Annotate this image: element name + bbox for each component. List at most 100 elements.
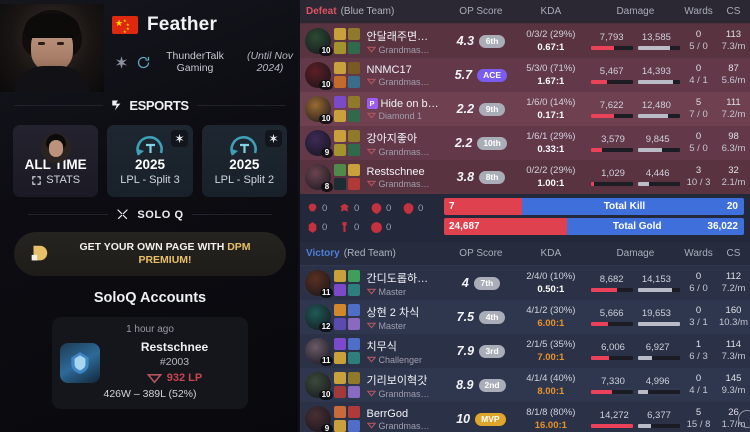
spell-rune-icon[interactable]: [347, 283, 360, 296]
spell-rune-icon[interactable]: [334, 419, 346, 432]
table-row[interactable]: 11 치무식 Challenger 7.9 3rd 2/1/5 (35%) 7.…: [300, 334, 750, 368]
player-cell[interactable]: 9 강아지좋아 Grandmas…: [300, 130, 451, 158]
spell-rune-icon[interactable]: [347, 385, 360, 398]
spell-rune-icon[interactable]: [334, 41, 346, 54]
rotate-icon[interactable]: [136, 55, 151, 70]
kda-cell: 4/1/2 (30%) 6.00:1: [511, 304, 591, 330]
spell-rune-icon[interactable]: [334, 62, 346, 75]
player-cell[interactable]: 11 치무식 Challenger: [300, 338, 451, 366]
wards-control: 1: [695, 339, 702, 350]
player-cell[interactable]: 11 간디도롭하… Master: [300, 270, 451, 298]
player-cell[interactable]: 10 기리보이혁갓 Grandmas…: [300, 372, 451, 400]
player-name[interactable]: 강아지좋아: [366, 132, 418, 145]
tab-2025-lpl-split-2[interactable]: 2025 LPL - Split 2: [201, 125, 287, 197]
table-row[interactable]: 10 기리보이혁갓 Grandmas… 8.9 2nd 4/1/4 (40%) …: [300, 368, 750, 402]
spell-rune-icon[interactable]: [334, 283, 346, 296]
esports-logo-icon: [112, 100, 121, 111]
damage-dealt: 8,682: [599, 274, 624, 285]
spell-rune-icon[interactable]: [347, 41, 360, 54]
spell-rune-icon[interactable]: [347, 338, 360, 351]
table-row[interactable]: 11 간디도롭하… Master 4 7th 2/4/0 (10%) 0.50:…: [300, 266, 750, 300]
spell-rune-icon[interactable]: [334, 143, 346, 156]
champion-portrait[interactable]: 12: [305, 304, 333, 332]
player-cell[interactable]: 10 안달래주면… Grandmas…: [300, 28, 451, 56]
player-name[interactable]: NNMC17: [366, 63, 412, 76]
wards-cell: 0 3 / 1: [680, 305, 717, 329]
player-cell[interactable]: 12 상현 2 차식 Master: [300, 304, 451, 332]
champion-portrait[interactable]: 9: [305, 130, 333, 158]
table-row[interactable]: 9 강아지좋아 Grandmas… 2.2 10th 1/6/1 (29%) 0…: [300, 126, 750, 160]
spell-rune-icon[interactable]: [347, 75, 360, 88]
account-lp: 932 LP: [166, 372, 203, 384]
player-cell[interactable]: 10 NNMC17 Grandmas…: [300, 62, 451, 90]
spell-rune-icon[interactable]: [347, 130, 360, 143]
spell-rune-icon[interactable]: [347, 351, 360, 364]
table-row[interactable]: 9 BerrGod Grandmas… 10 MVP 8/1/8 (80%) 1…: [300, 402, 750, 432]
player-name[interactable]: BerrGod: [366, 407, 409, 420]
spell-rune-icon[interactable]: [334, 270, 346, 283]
champion-level: 11: [319, 356, 333, 366]
champion-portrait[interactable]: 11: [305, 338, 333, 366]
spell-rune-icon[interactable]: [334, 372, 346, 385]
champion-portrait[interactable]: 10: [305, 62, 333, 90]
spell-rune-icon[interactable]: [334, 385, 346, 398]
spell-rune-icon[interactable]: [334, 164, 346, 177]
spells-runes-grid: [334, 406, 360, 432]
table-row[interactable]: 10 P Hide on b… Diamond 1 2.2 9th 1/6/0 (…: [300, 92, 750, 126]
spell-rune-icon[interactable]: [347, 419, 360, 432]
player-name[interactable]: Restschnee: [366, 165, 425, 178]
champion-portrait[interactable]: 9: [305, 406, 333, 432]
spell-rune-icon[interactable]: [347, 372, 360, 385]
spell-rune-icon[interactable]: [347, 304, 360, 317]
champion-portrait[interactable]: 10: [305, 28, 333, 56]
player-cell[interactable]: 8 Restschnee Grandmas…: [300, 164, 451, 192]
champion-portrait[interactable]: 10: [305, 372, 333, 400]
spell-rune-icon[interactable]: [334, 75, 346, 88]
spell-rune-icon[interactable]: [347, 109, 360, 122]
table-row[interactable]: 10 안달래주면… Grandmas… 4.3 6th 0/3/2 (29%) …: [300, 24, 750, 58]
spell-rune-icon[interactable]: [334, 304, 346, 317]
spell-rune-icon[interactable]: [334, 109, 346, 122]
spell-rune-icon[interactable]: [347, 270, 360, 283]
spell-rune-icon[interactable]: [347, 164, 360, 177]
spell-rune-icon[interactable]: [347, 143, 360, 156]
player-name[interactable]: Hide on b…: [380, 97, 439, 110]
spell-rune-icon[interactable]: [334, 96, 346, 109]
spell-rune-icon[interactable]: [347, 62, 360, 75]
spell-rune-icon[interactable]: [334, 317, 346, 330]
spell-rune-icon[interactable]: [334, 177, 346, 190]
player-name[interactable]: 간디도롭하…: [366, 272, 429, 285]
premium-promo-banner[interactable]: GET YOUR OWN PAGE WITH DPM PREMIUM!: [14, 232, 286, 276]
champion-portrait[interactable]: 10: [305, 96, 333, 124]
total-label: Total Kill: [603, 200, 646, 212]
player-name[interactable]: 기리보이혁갓: [366, 374, 428, 387]
damage-cell: 7,330 4,996: [591, 376, 680, 394]
player-name[interactable]: 상현 2 차식: [366, 306, 420, 319]
cs-cell: 26 1.7/m: [717, 407, 750, 431]
spell-rune-icon[interactable]: [347, 96, 360, 109]
soloq-account-card[interactable]: 1 hour ago Restschnee #2003 932 LP 426W …: [52, 317, 248, 409]
spell-rune-icon[interactable]: [334, 338, 346, 351]
champion-portrait[interactable]: 11: [305, 270, 333, 298]
kda-cell: 2/4/0 (10%) 0.50:1: [511, 270, 591, 296]
spell-rune-icon[interactable]: [347, 406, 360, 419]
table-row[interactable]: 12 상현 2 차식 Master 7.5 4th 4/1/2 (30%) 6.…: [300, 300, 750, 334]
champion-portrait[interactable]: 8: [305, 164, 333, 192]
spell-rune-icon[interactable]: [334, 406, 346, 419]
spell-rune-icon[interactable]: [347, 177, 360, 190]
spell-rune-icon[interactable]: [334, 130, 346, 143]
damage-taken-bar: [637, 80, 680, 84]
player-name[interactable]: 치무식: [366, 340, 397, 353]
table-row[interactable]: 8 Restschnee Grandmas… 3.8 8th 0/2/2 (29…: [300, 160, 750, 194]
tab-2025-lpl-split-3[interactable]: 2025 LPL - Split 3: [107, 125, 193, 197]
player-cell[interactable]: 9 BerrGod Grandmas…: [300, 406, 451, 432]
player-name[interactable]: 안달래주면…: [366, 30, 429, 43]
spell-rune-icon[interactable]: [334, 28, 346, 41]
tab-all-time[interactable]: ALL TIME STATS: [13, 125, 99, 197]
spell-rune-icon[interactable]: [347, 28, 360, 41]
damage-taken-bar: [637, 390, 680, 394]
spell-rune-icon[interactable]: [334, 351, 346, 364]
player-cell[interactable]: 10 P Hide on b… Diamond 1: [300, 96, 451, 124]
table-row[interactable]: 10 NNMC17 Grandmas… 5.7 ACE 5/3/0 (71%) …: [300, 58, 750, 92]
spell-rune-icon[interactable]: [347, 317, 360, 330]
